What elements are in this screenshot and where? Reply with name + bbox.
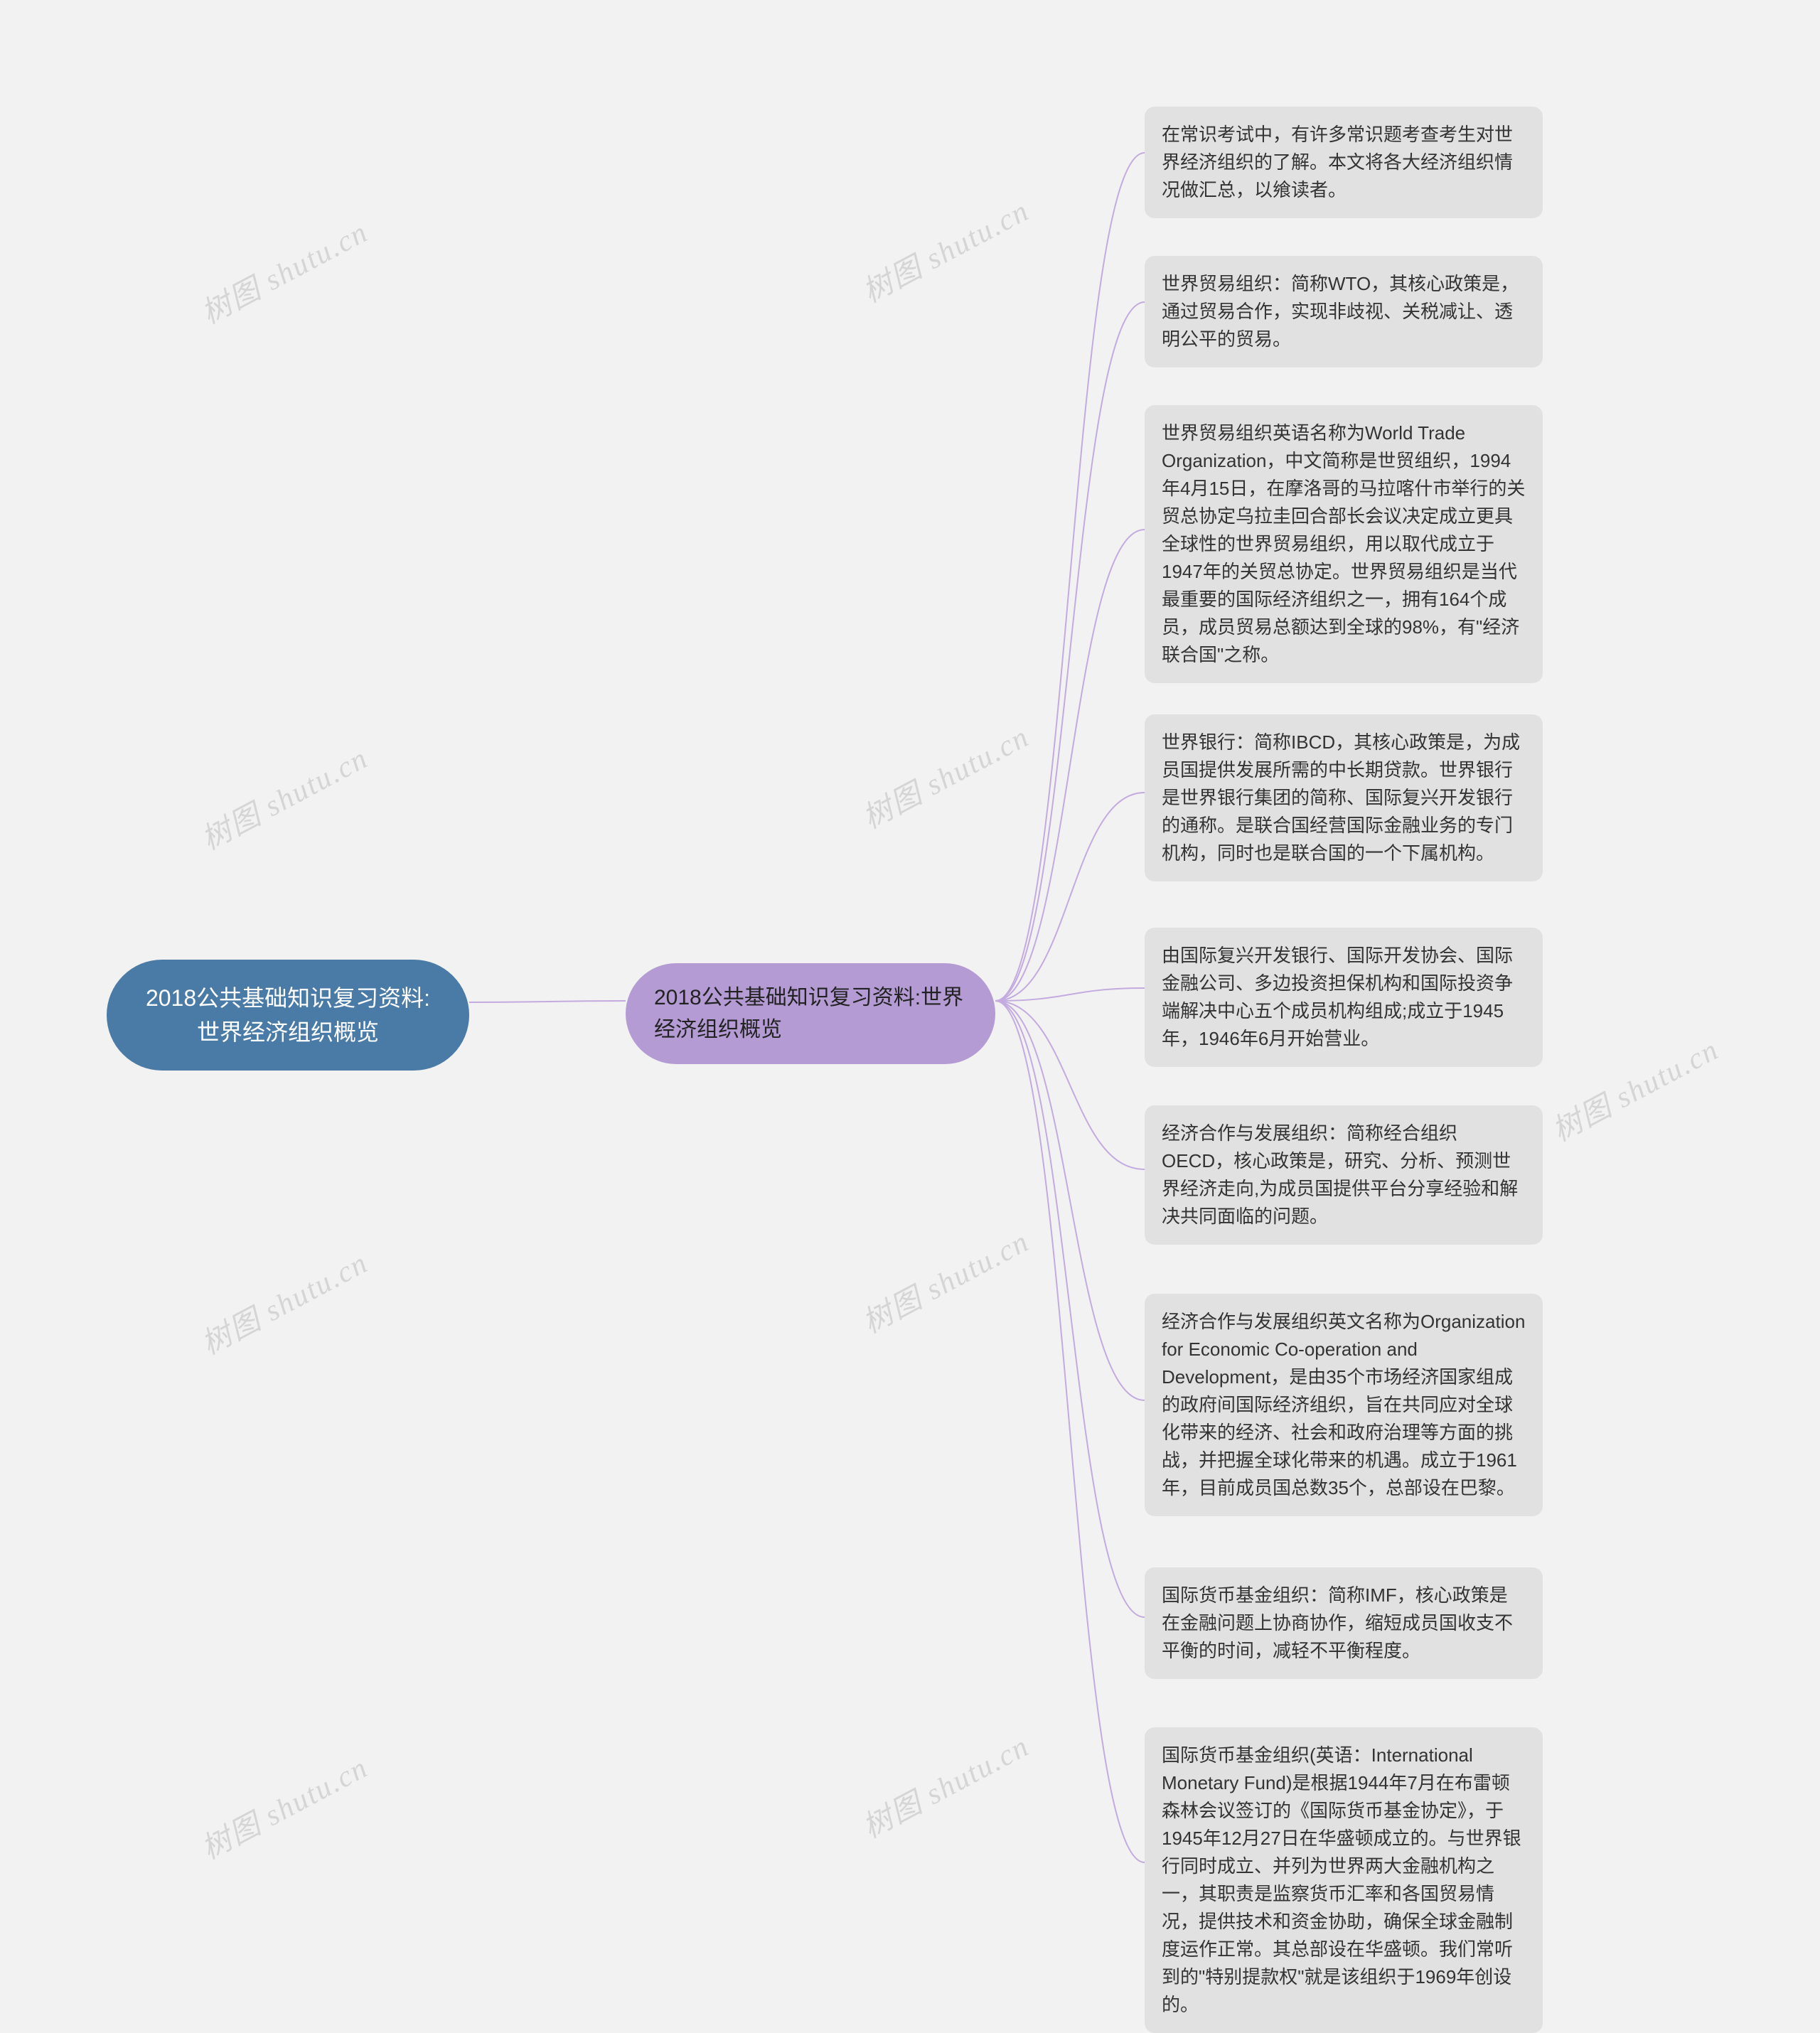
leaf-node[interactable]: 世界贸易组织：简称WTO，其核心政策是，通过贸易合作，实现非歧视、关税减让、透明… bbox=[1145, 256, 1543, 368]
watermark-text: 树图 shutu.cn bbox=[193, 1744, 375, 1868]
watermark-text: 树图 shutu.cn bbox=[193, 1239, 375, 1363]
watermark-text: 树图 shutu.cn bbox=[854, 1218, 1036, 1342]
leaf-node[interactable]: 在常识考试中，有许多常识题考查考生对世界经济组织的了解。本文将各大经济组织情况做… bbox=[1145, 107, 1543, 218]
leaf-node[interactable]: 国际货币基金组织：简称IMF，核心政策是在金融问题上协商协作，缩短成员国收支不平… bbox=[1145, 1567, 1543, 1679]
leaf-node[interactable]: 经济合作与发展组织英文名称为Organization for Economic … bbox=[1145, 1294, 1543, 1516]
watermark-text: 树图 shutu.cn bbox=[193, 208, 375, 333]
watermark-text: 树图 shutu.cn bbox=[193, 734, 375, 859]
watermark-text: 树图 shutu.cn bbox=[854, 1722, 1036, 1847]
watermark-text: 树图 shutu.cn bbox=[1543, 1026, 1725, 1150]
leaf-node[interactable]: 世界贸易组织英语名称为World Trade Organization，中文简称… bbox=[1145, 405, 1543, 683]
leaf-node[interactable]: 由国际复兴开发银行、国际开发协会、国际金融公司、多边投资担保机构和国际投资争端解… bbox=[1145, 928, 1543, 1067]
level1-node[interactable]: 2018公共基础知识复习资料:世界经济组织概览 bbox=[626, 963, 995, 1064]
root-node[interactable]: 2018公共基础知识复习资料:世界经济组织概览 bbox=[107, 960, 469, 1071]
watermark-text: 树图 shutu.cn bbox=[854, 713, 1036, 837]
leaf-node[interactable]: 经济合作与发展组织：简称经合组织OECD，核心政策是，研究、分析、预测世界经济走… bbox=[1145, 1105, 1543, 1245]
mindmap-canvas: 树图 shutu.cn 树图 shutu.cn 树图 shutu.cn 树图 shut… bbox=[0, 0, 1820, 2027]
leaf-node[interactable]: 世界银行：简称IBCD，其核心政策是，为成员国提供发展所需的中长期贷款。世界银行… bbox=[1145, 714, 1543, 881]
watermark-text: 树图 shutu.cn bbox=[854, 187, 1036, 311]
leaf-node[interactable]: 国际货币基金组织(英语：International Monetary Fund)… bbox=[1145, 1727, 1543, 2033]
